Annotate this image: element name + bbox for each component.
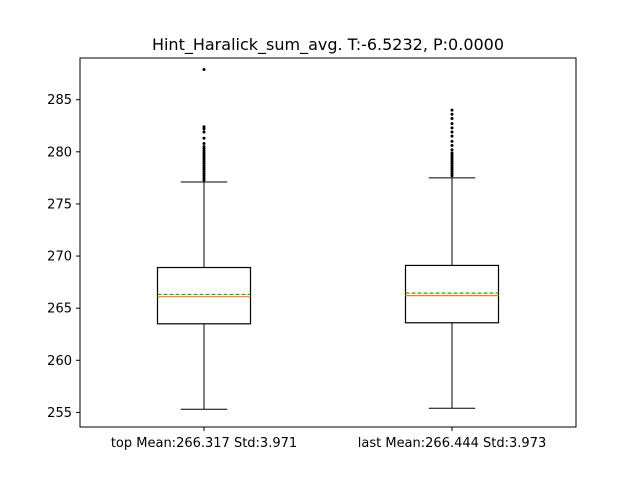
- outlier-point: [450, 116, 454, 120]
- outlier-point: [202, 178, 206, 182]
- outlier-point: [202, 168, 206, 172]
- y-tick-label: 265: [47, 302, 72, 317]
- outlier-point: [202, 176, 206, 180]
- outlier-point: [450, 157, 454, 161]
- outlier-point: [202, 67, 206, 71]
- outlier-point: [202, 125, 206, 129]
- outlier-point: [202, 151, 206, 155]
- box-iqr: [404, 264, 500, 324]
- x-tick-label: top Mean:266.317 Std:3.971: [111, 436, 297, 451]
- outlier-point: [202, 170, 206, 174]
- outlier-point: [450, 174, 454, 178]
- outlier-point: [450, 163, 454, 167]
- y-tick-label: 280: [47, 145, 72, 160]
- y-tick-label: 255: [47, 406, 72, 421]
- outlier-point: [202, 145, 206, 149]
- outlier-point: [202, 165, 206, 169]
- outlier-point: [202, 163, 206, 167]
- outlier-point: [450, 134, 454, 138]
- outlier-point: [450, 153, 454, 157]
- axes-frame: [79, 57, 577, 428]
- y-tick-label: 260: [47, 354, 72, 369]
- outlier-point: [202, 130, 206, 134]
- y-tick-label: 275: [47, 197, 72, 212]
- outlier-point: [202, 157, 206, 161]
- outlier-point: [202, 174, 206, 178]
- outlier-point: [450, 155, 454, 159]
- y-tick-label: 270: [47, 250, 72, 265]
- outlier-point: [450, 108, 454, 112]
- outlier-point: [202, 153, 206, 157]
- outlier-point: [202, 172, 206, 176]
- outlier-point: [202, 141, 206, 145]
- box-iqr: [156, 266, 252, 325]
- y-tick-label: 285: [47, 93, 72, 108]
- outlier-point: [450, 144, 454, 148]
- outlier-point: [450, 130, 454, 134]
- x-tick-label: last Mean:266.444 Std:3.973: [358, 436, 546, 451]
- outlier-point: [450, 161, 454, 165]
- outlier-point: [450, 148, 454, 152]
- outlier-point: [450, 139, 454, 143]
- outlier-point: [450, 170, 454, 174]
- chart-title: Hint_Haralick_sum_avg. T:-6.5232, P:0.00…: [152, 35, 504, 55]
- outlier-point: [202, 161, 206, 165]
- outlier-point: [202, 147, 206, 151]
- outlier-point: [450, 151, 454, 155]
- outlier-point: [450, 112, 454, 116]
- outlier-point: [450, 126, 454, 130]
- outlier-point: [202, 136, 206, 140]
- outlier-point: [202, 127, 206, 131]
- outlier-point: [450, 165, 454, 169]
- outlier-point: [202, 155, 206, 159]
- outlier-point: [202, 159, 206, 163]
- outlier-point: [450, 172, 454, 176]
- outlier-point: [202, 149, 206, 153]
- outlier-point: [450, 168, 454, 172]
- outlier-point: [450, 122, 454, 126]
- outlier-point: [450, 159, 454, 163]
- plot-area: 255 260 265 270 275 280 285 top Mean:266.317 St…: [47, 67, 546, 451]
